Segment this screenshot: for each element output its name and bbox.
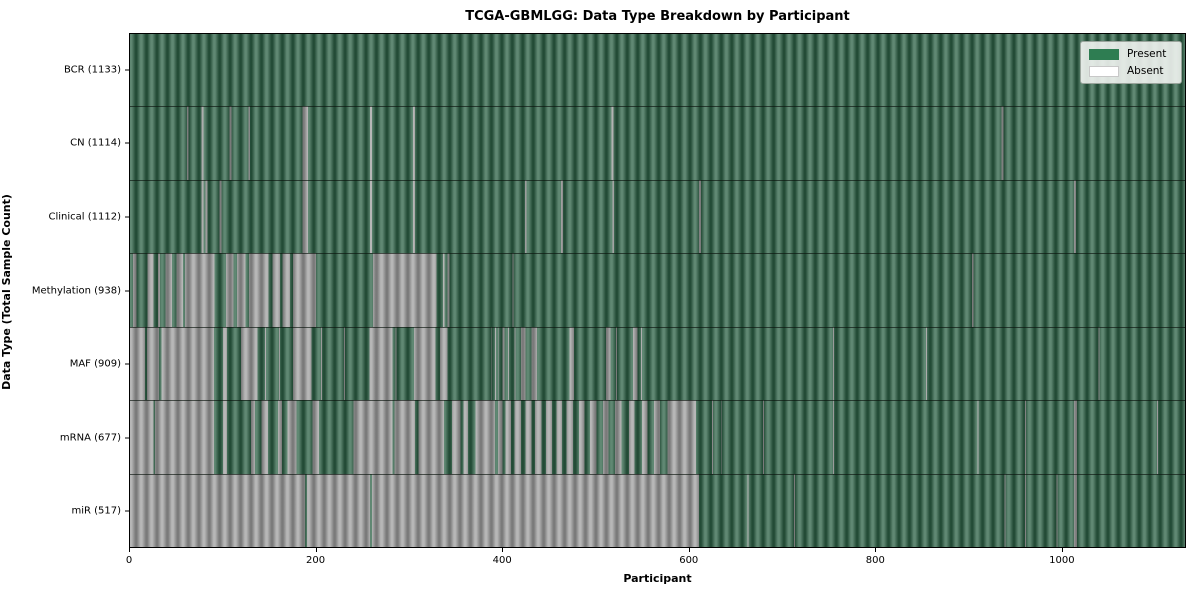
y-tick-mark: [125, 69, 129, 71]
x-axis-label: Participant: [623, 572, 692, 585]
y-tick-label-miR: miR (517): [71, 505, 121, 517]
heatmap-row-MAF: [130, 326, 1185, 401]
legend-present-label: Present: [1127, 48, 1167, 60]
legend: Present Absent: [1080, 41, 1182, 84]
x-tick-label-400: 400: [492, 555, 512, 566]
absent-swatch-icon: [1089, 65, 1119, 77]
heatmap-row-miR: [130, 473, 1185, 547]
y-tick-mark: [125, 142, 129, 144]
heatmap-row-BCR: [130, 34, 1185, 107]
chart-title: TCGA-GBMLGG: Data Type Breakdown by Part…: [465, 9, 850, 24]
legend-entry-absent: Absent: [1089, 65, 1173, 77]
heatmap-row-CN: [130, 106, 1185, 180]
present-swatch-icon: [1089, 48, 1119, 60]
x-tick-mark: [688, 548, 690, 552]
heatmap-plot-area: [129, 33, 1186, 548]
y-tick-mark: [125, 363, 129, 365]
heatmap-row-Clinical: [130, 179, 1185, 254]
x-tick-label-1000: 1000: [1049, 555, 1075, 566]
x-tick-label-800: 800: [865, 555, 885, 566]
y-tick-label-MAF: MAF (909): [69, 358, 121, 370]
y-tick-label-BCR: BCR (1133): [63, 64, 121, 76]
x-tick-mark: [875, 548, 877, 552]
x-tick-mark: [129, 548, 130, 552]
y-tick-mark: [125, 437, 129, 439]
x-tick-label-200: 200: [306, 555, 326, 566]
x-tick-mark: [1061, 548, 1063, 552]
y-tick-label-CN: CN (1114): [70, 137, 121, 149]
x-tick-label-0: 0: [125, 555, 133, 566]
y-tick-mark: [125, 216, 129, 218]
y-tick-label-mRNA: mRNA (677): [59, 432, 121, 444]
y-tick-label-Methylation: Methylation (938): [31, 285, 121, 296]
y-tick-mark: [125, 290, 129, 291]
x-axis: 0 200 400 600 800 1000: [125, 548, 1186, 578]
x-tick-label-600: 600: [679, 555, 699, 566]
x-tick-mark: [315, 548, 317, 552]
y-tick-label-Clinical: Clinical (1112): [48, 211, 122, 223]
heatmap-row-mRNA: [130, 400, 1185, 474]
y-axis-tick-labels: BCR (1133) CN (1114) Clinical (1112) Methyl…: [0, 33, 129, 548]
heatmap-row-Methylation: [130, 253, 1185, 327]
legend-entry-present: Present: [1089, 48, 1173, 60]
x-tick-mark: [502, 548, 504, 552]
legend-absent-label: Absent: [1127, 65, 1164, 77]
y-tick-mark: [125, 510, 129, 512]
